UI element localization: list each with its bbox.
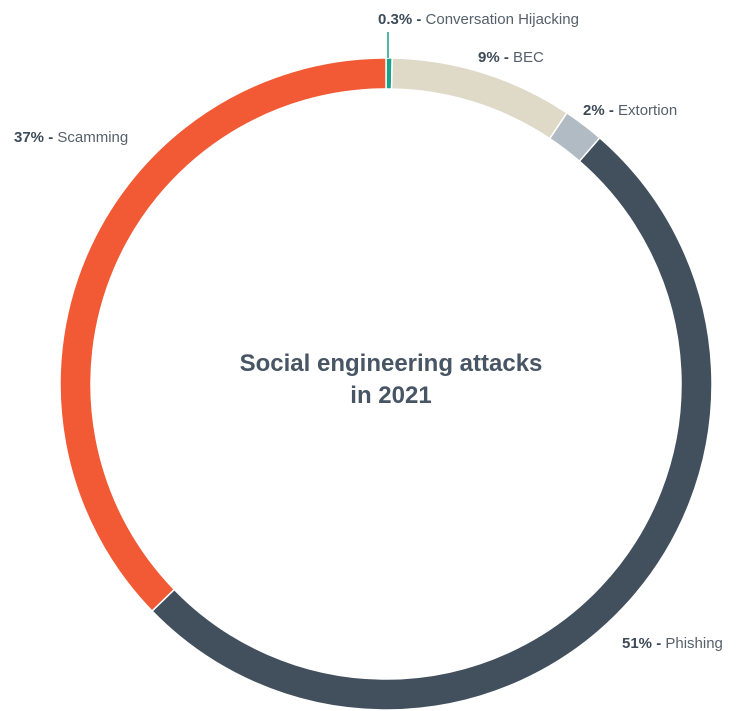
- slice-label-bec: 9% - BEC: [478, 49, 544, 66]
- chart-title-line-2: in 2021: [350, 382, 432, 409]
- donut-slice-bec: [390, 57, 568, 140]
- donut-slice-phishing: [150, 136, 713, 711]
- slice-label-extortion: 2% - Extortion: [583, 102, 677, 119]
- slice-percent: 37% -: [14, 129, 54, 146]
- slice-percent: 0.3% -: [378, 11, 422, 28]
- slice-name: Phishing: [665, 635, 723, 652]
- slice-name: Extortion: [618, 102, 678, 119]
- slice-label-conversation-hijacking: 0.3% - Conversation Hijacking: [378, 11, 579, 28]
- slice-name: Scamming: [57, 129, 129, 146]
- donut-slice-scamming: [59, 57, 387, 613]
- chart-center-title: Social engineering attacks in 2021: [216, 348, 566, 412]
- slice-label-phishing: 51% - Phishing: [622, 635, 723, 652]
- slice-percent: 2% -: [583, 102, 614, 119]
- slice-percent: 9% -: [478, 49, 509, 66]
- slice-name: Conversation Hijacking: [425, 11, 579, 28]
- slice-name: BEC: [513, 49, 544, 66]
- chart-title-line-1: Social engineering attacks: [239, 350, 543, 377]
- slice-percent: 51% -: [622, 635, 662, 652]
- slice-label-scamming: 37% - Scamming: [14, 129, 128, 146]
